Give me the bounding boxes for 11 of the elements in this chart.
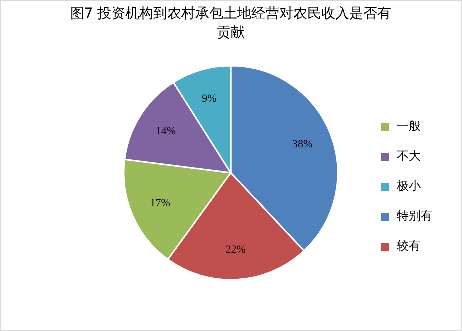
legend-label: 一般 <box>397 119 421 133</box>
legend-label: 较有 <box>397 239 421 253</box>
legend-label: 不大 <box>397 149 421 163</box>
data-label: 17% <box>150 198 170 210</box>
chart-title: 图7 投资机构到农村承包土地经营对农民收入是否有贡献 <box>69 5 393 43</box>
data-label: 38% <box>292 138 313 151</box>
legend-label: 极小 <box>397 179 421 193</box>
legend-label: 特别有 <box>397 209 433 223</box>
data-label: 14% <box>156 126 176 138</box>
data-label: 9% <box>202 93 217 106</box>
data-label: 22% <box>226 244 246 256</box>
